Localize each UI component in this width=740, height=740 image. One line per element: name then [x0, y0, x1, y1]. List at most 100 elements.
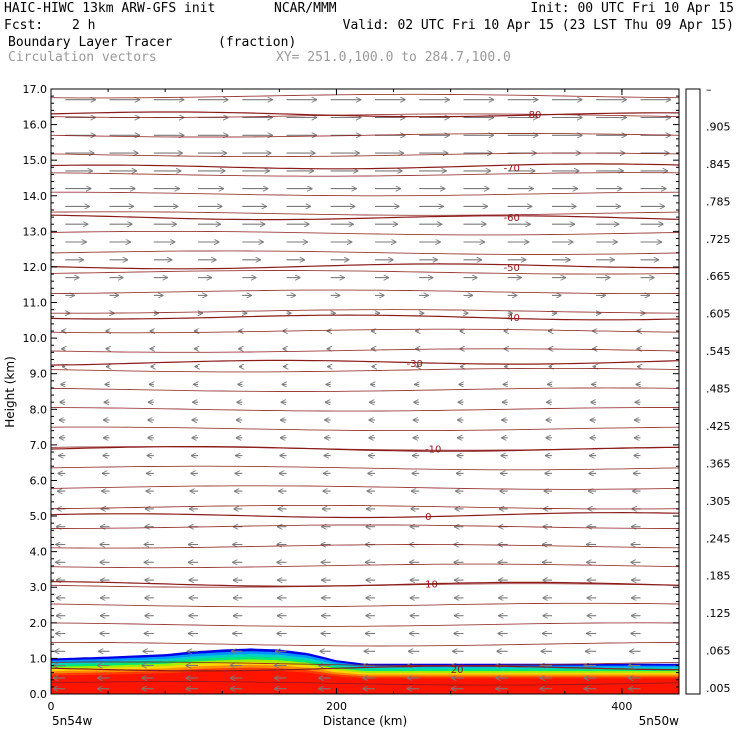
y-tick-label: 2.0: [30, 617, 48, 630]
isotherm-minor: [51, 230, 679, 236]
init-time: Init: 00 UTC Fri 10 Apr 15: [530, 1, 735, 16]
model-title: HAIC-HIWC 13km ARW-GFS init: [4, 1, 216, 16]
y-tick-label: 11.0: [23, 297, 48, 310]
isotherm-minor: [51, 681, 679, 686]
isotherm-20: [51, 665, 679, 672]
colorbar-label: .545: [706, 345, 731, 358]
y-tick-label: 10.0: [23, 332, 48, 345]
y-tick-label: 12.0: [23, 261, 48, 274]
isotherm-minor: [51, 465, 679, 471]
forecast-hour: 2 h: [72, 18, 96, 33]
colorbar-label: .665: [706, 270, 731, 283]
colorbar-label: .305: [706, 495, 731, 508]
x-axis-title: Distance (km): [323, 714, 407, 728]
isotherm-minor: [51, 407, 679, 412]
colorbar-label: .245: [706, 532, 731, 545]
isotherm-minor: [51, 270, 679, 275]
valid-time: Valid: 02 UTC Fri 10 Apr 15 (23 LST Thu …: [342, 18, 734, 33]
colorbar-label: .425: [706, 420, 731, 433]
isotherm-minor: [51, 641, 679, 647]
y-axis-title: Height (km): [3, 356, 17, 427]
isotherm-label: 0: [425, 512, 431, 523]
isotherm-minor: [51, 93, 679, 99]
isotherm-minor: [51, 348, 679, 353]
isotherm--80: [51, 111, 679, 118]
colorbar-label: .125: [706, 607, 731, 620]
colorbar-label: .185: [706, 570, 731, 583]
y-tick-label: 17.0: [23, 83, 48, 96]
left-endpoint-label: 5n54w: [52, 714, 93, 728]
isotherm-minor: [51, 602, 679, 608]
isotherm-minor: [51, 367, 679, 373]
cross-section-endpoints: XY= 251.0,100.0 to 284.7,100.0: [276, 50, 511, 65]
colorbar-label: .005: [706, 682, 731, 695]
y-tick-label: 16.0: [23, 119, 48, 132]
isotherm-minor: [51, 563, 679, 569]
y-tick-label: 5.0: [30, 510, 48, 523]
colorbar-label: .845: [706, 158, 731, 171]
isotherm-label: -60: [504, 213, 520, 224]
forecast-label: Fcst:: [4, 18, 44, 33]
y-tick-label: 4.0: [30, 546, 48, 559]
y-tick-label: 9.0: [30, 368, 48, 381]
colorbar-label: –: [706, 83, 712, 96]
isotherm-minor: [51, 524, 679, 529]
plot-frame: [50, 88, 680, 695]
isotherm-minor: [51, 328, 679, 334]
isotherm-minor: [51, 133, 679, 138]
colorbar-label: .485: [706, 383, 731, 396]
colorbar-label: .905: [706, 120, 731, 133]
isotherm-minor: [51, 622, 679, 627]
isotherm--60: [51, 214, 679, 221]
colorbar-label: .365: [706, 457, 731, 470]
tracer-band-8: [51, 670, 679, 694]
y-tick-label: 14.0: [23, 190, 48, 203]
isotherm-minor: [51, 485, 679, 490]
isotherm-minor: [51, 289, 679, 295]
right-endpoint-label: 5n50w: [639, 714, 680, 728]
isotherm-0: [51, 511, 679, 519]
isotherm-minor: [51, 250, 679, 255]
isotherm-label: 10: [425, 580, 438, 591]
isotherm-minor: [51, 544, 679, 549]
isotherm-minor: [51, 152, 679, 158]
isotherm-label: -50: [504, 263, 520, 274]
isotherm-label: -80: [525, 110, 541, 121]
y-tick-label: 6.0: [30, 474, 48, 487]
isotherm-minor: [51, 211, 679, 216]
y-tick-label: 0.0: [30, 688, 48, 701]
y-tick-label: 7.0: [30, 439, 48, 452]
colorbar-label: .785: [706, 195, 731, 208]
colorbar-label: .605: [706, 308, 731, 321]
x-tick-label: 0: [48, 700, 55, 713]
colorbar-frame: [685, 88, 701, 695]
colorbar-label: .065: [706, 645, 731, 658]
isotherm-minor: [51, 172, 679, 177]
isotherm-minor: [51, 583, 679, 588]
y-tick-label: 15.0: [23, 154, 48, 167]
isotherm-minor: [51, 504, 679, 510]
field-units: (fraction): [218, 35, 297, 50]
isotherm--40: [51, 314, 679, 321]
x-tick-label: 400: [611, 700, 632, 713]
isotherm-minor: [51, 113, 679, 118]
isotherm-minor: [51, 446, 679, 451]
y-tick-label: 1.0: [30, 652, 48, 665]
y-tick-label: 13.0: [23, 225, 48, 238]
y-tick-label: 3.0: [30, 581, 48, 594]
isotherm--70: [51, 163, 679, 170]
isotherm-minor: [51, 191, 679, 197]
vector-label: Circulation vectors: [8, 50, 157, 65]
isotherm-label: -40: [504, 313, 520, 324]
isotherm-label: 20: [451, 665, 464, 676]
field-name: Boundary Layer Tracer: [8, 35, 173, 50]
org-label: NCAR/MMM: [274, 1, 337, 16]
y-tick-label: 8.0: [30, 403, 48, 416]
isotherm-minor: [51, 387, 679, 392]
x-tick-label: 200: [326, 700, 347, 713]
isotherm-minor: [51, 426, 679, 432]
isotherm-minor: [51, 309, 679, 314]
isotherm--50: [51, 263, 679, 270]
isotherm-label: -30: [407, 359, 423, 370]
